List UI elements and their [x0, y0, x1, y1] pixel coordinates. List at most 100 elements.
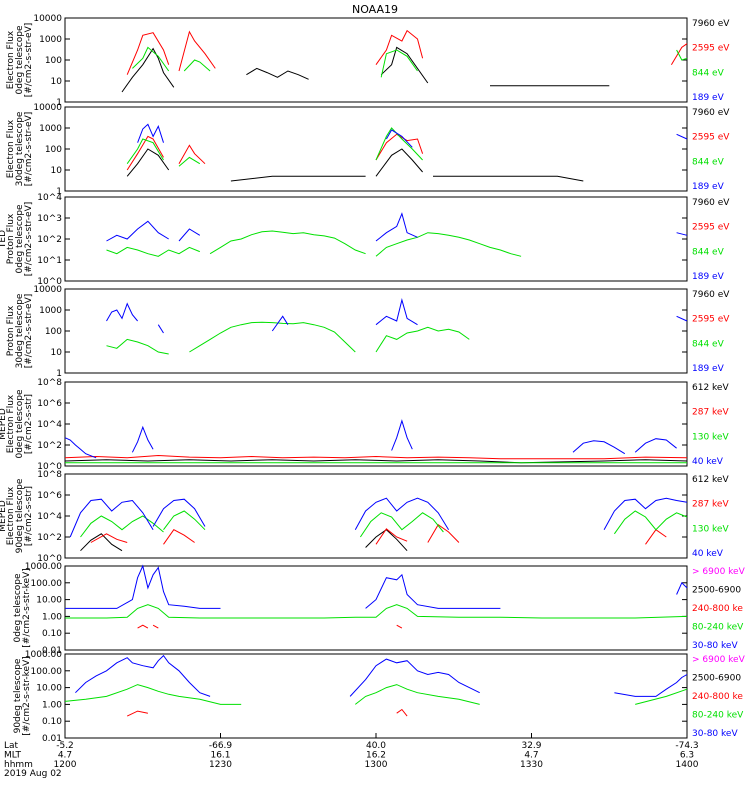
series-line: [375, 133, 424, 161]
series-line: [380, 46, 429, 84]
x-tick-label-mlt: 4.7: [58, 751, 72, 761]
series-line: [163, 510, 206, 531]
x-tick-label-mlt: 4.7: [524, 751, 538, 761]
y-tick-label: 0.10: [42, 629, 62, 639]
series-844-ev: [106, 321, 470, 355]
y-tick-label: 10^2: [37, 235, 62, 245]
y-tick-label: 10.00: [36, 684, 62, 694]
y-tick-label: 10^4: [37, 512, 62, 522]
series-line: [178, 156, 201, 167]
series-240-800-kev: [137, 624, 403, 629]
series-line: [614, 674, 688, 697]
series-line: [634, 438, 677, 453]
series-line: [375, 212, 418, 242]
legend-entry: 844 eV: [692, 247, 725, 257]
y-tick-label: 10: [51, 166, 63, 176]
legend-entry: 80-240 keV: [692, 711, 744, 721]
series-7960-ev: [121, 46, 610, 93]
y-tick-label: 1000: [39, 124, 62, 134]
y-axis-label: Electron Flux: [6, 394, 16, 453]
legend-entry: 240-800 ke: [692, 692, 743, 702]
series-line: [137, 123, 164, 143]
chart-title: NOAA19: [352, 3, 398, 16]
legend-entry: 189 eV: [692, 182, 725, 192]
series-line: [635, 688, 688, 705]
x-tick-label-mlt: 6.3: [680, 751, 694, 761]
y-tick-label: 100: [45, 327, 62, 337]
legend-entry: 80-240 keV: [692, 623, 744, 633]
panel-p5: 10^0 10^2 10^4 10^6 10^8 Electron Flux 0deg te…: [0, 378, 729, 472]
series-40-kev: [64, 419, 677, 459]
y-axis-label: Proton Flux: [6, 213, 16, 264]
legend-entry: 189 eV: [692, 93, 725, 103]
legend-entry: 240-800 ke: [692, 604, 743, 614]
x-tick-label-hhmm: 1330: [520, 760, 543, 770]
series-line: [359, 512, 444, 538]
date-label: 2019 Aug 02: [4, 769, 62, 779]
y-axis-label: 90deg telescope: [13, 658, 23, 733]
legend-entry: 2500-6900: [692, 586, 741, 596]
series-287-kev: [90, 523, 667, 545]
y-tick-label: 1.00: [42, 700, 62, 710]
legend-entry: 7960 eV: [692, 19, 730, 29]
panel-frame: [64, 473, 688, 559]
series-line: [126, 138, 164, 164]
series-line: [69, 498, 154, 538]
series-80-240-kev: [64, 684, 688, 705]
series-line: [645, 529, 667, 545]
y-tick-label: 10^0: [37, 277, 62, 287]
y-axis-label: [#/cm2-s-str-eV]: [24, 202, 34, 277]
series-line: [385, 129, 413, 148]
x-tick-label-lat: 40.0: [366, 741, 386, 751]
y-axis-label: 30deg telescope: [15, 293, 25, 368]
series-189-ev: [137, 123, 688, 148]
series-844-ev: [106, 230, 522, 257]
legend-entry: > 6900 keV: [692, 567, 746, 577]
series-line: [613, 510, 688, 535]
series-line: [209, 230, 366, 255]
x-tick-label-hhmm: 1400: [676, 760, 699, 770]
x-axis-row-label: MLT: [4, 751, 22, 761]
x-tick-label-lat: 32.9: [521, 741, 541, 751]
series-line: [64, 684, 242, 705]
panel-frame: [64, 653, 688, 739]
series-line: [106, 302, 138, 322]
legend-entry: 612 keV: [692, 383, 729, 393]
series-30-80-kev: [65, 564, 688, 609]
legend-entry: 2595 eV: [692, 133, 730, 143]
y-tick-label: 1000: [39, 35, 62, 45]
series-line: [157, 324, 164, 334]
y-tick-label: 10.00: [36, 596, 62, 606]
series-240-800-kev: [126, 708, 408, 717]
series-line: [375, 298, 418, 326]
y-tick-label: 100.00: [31, 579, 63, 589]
series-line: [375, 326, 470, 353]
series-line: [64, 437, 97, 459]
series-612-kev: [64, 459, 688, 464]
series-line: [65, 604, 688, 619]
legend-entry: 844 eV: [692, 339, 725, 349]
legend-entry: 7960 eV: [692, 290, 730, 300]
series-line: [391, 419, 413, 451]
y-axis-label: 0deg telescope: [13, 573, 23, 643]
x-tick-label-mlt: 16.1: [210, 751, 230, 761]
series-line: [106, 338, 169, 355]
instrument-label: MEPED: [0, 408, 8, 440]
series-line: [572, 440, 626, 455]
y-tick-label: 10000: [33, 103, 62, 113]
x-tick-label-hhmm: 1200: [54, 760, 77, 770]
y-tick-label: 10^6: [37, 491, 62, 501]
panel-p1: 1 10 100 1000 10000 Electron Flux 0deg telesco…: [6, 14, 730, 108]
legend-entry: 2595 eV: [692, 223, 730, 233]
series-line: [126, 32, 170, 75]
legend-entry: 2595 eV: [692, 44, 730, 54]
legend-entry: 844 eV: [692, 68, 725, 78]
series-line: [75, 654, 211, 697]
y-tick-label: 100: [45, 56, 62, 66]
series-line: [126, 135, 164, 171]
y-tick-label: 10^8: [37, 378, 62, 388]
y-axis-label: [#/cm2-s-str]: [24, 486, 34, 546]
series-line: [375, 29, 424, 65]
